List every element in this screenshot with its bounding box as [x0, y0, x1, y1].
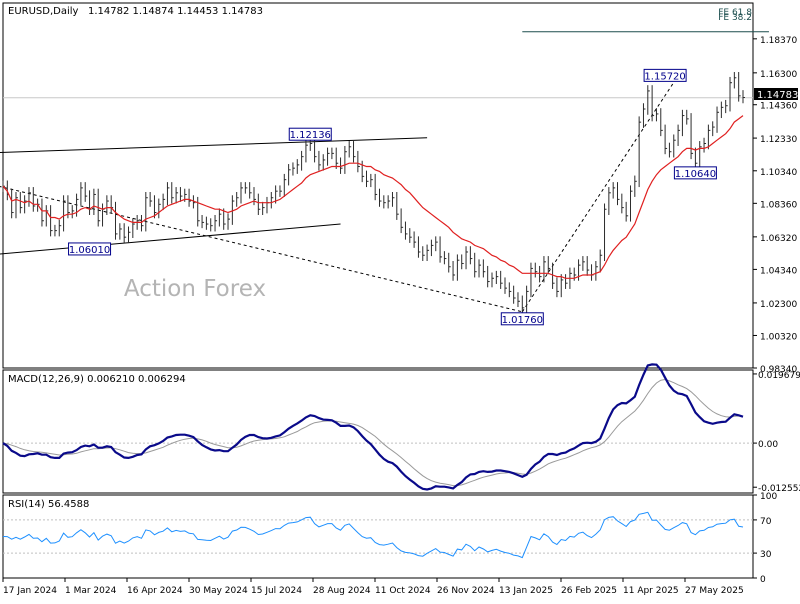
macd-y-tick-label: -0.012552 — [758, 484, 800, 494]
price-y-tick-label: 1.12330 — [760, 135, 797, 145]
watermark: Action Forex — [124, 276, 266, 302]
axis-labels: 1.18370 1.16300 1.14360 1.12330 1.10340 1.083… — [2, 36, 800, 596]
x-tick-label: 17 Jan 2024 — [3, 586, 57, 596]
x-tick-label: 27 May 2025 — [685, 586, 744, 596]
price-annotation-label: 1.12136 — [290, 130, 331, 141]
macd-y-tick-label: 0.00 — [758, 440, 778, 450]
price-annotation-box — [68, 242, 112, 256]
trendline-1 — [0, 137, 428, 154]
last-price-label: 1.14783 — [757, 90, 798, 101]
price-y-tick-label: 1.02300 — [760, 300, 797, 310]
x-tick-label: 11 Oct 2024 — [375, 586, 431, 596]
price-annotation-label: 1.10640 — [675, 169, 716, 180]
fe-label-61-8: FE 61.8 — [718, 8, 752, 18]
trendline-2 — [0, 223, 341, 255]
price-annotation-label: 1.06010 — [69, 245, 110, 256]
x-tick-label: 28 Aug 2024 — [313, 586, 371, 596]
moving-average-line — [2, 115, 744, 279]
macd-line — [2, 363, 744, 491]
macd-plot — [2, 363, 753, 491]
price-annotation-label: 1.15720 — [644, 71, 685, 82]
price-annotation-box — [500, 312, 544, 326]
x-tick-label: 13 Jan 2025 — [499, 586, 553, 596]
rsi-title: RSI(14) 56.4588 — [8, 499, 89, 510]
price-y-tick-label: 1.00320 — [760, 332, 797, 342]
price-annotation-box — [673, 166, 717, 180]
price-y-tick-label: 0.98340 — [760, 365, 797, 375]
rsi-y-tick-label: 0 — [760, 575, 766, 585]
x-tick-label: 16 Apr 2024 — [127, 586, 183, 596]
price-y-tick-label: 1.08360 — [760, 200, 797, 210]
fe-label-38-2: FE 38.2 — [718, 13, 752, 23]
price-chart-title: EURUSD,Daily — [8, 6, 79, 17]
price-ohlc-values: 1.14782 1.14874 1.14453 1.14783 — [88, 6, 263, 17]
price-panel — [2, 2, 754, 369]
rsi-y-tick-label: 100 — [760, 492, 777, 502]
x-tick-label: 11 Apr 2025 — [623, 586, 679, 596]
price-y-tick-label: 1.16300 — [760, 70, 797, 80]
price-annotation-label: 1.01760 — [502, 315, 543, 326]
price-y-tick-label: 1.10340 — [760, 168, 797, 178]
trendline-4 — [521, 82, 675, 313]
x-tick-label: 1 Mar 2024 — [65, 586, 117, 596]
macd-y-tick-label: 0.019679 — [758, 371, 800, 381]
macd-signal-line — [2, 378, 743, 487]
macd-panel — [2, 369, 754, 494]
x-tick-label: 30 May 2024 — [189, 586, 248, 596]
rsi-line — [2, 511, 744, 559]
rsi-y-tick-label: 30 — [760, 550, 772, 560]
price-y-tick-label: 1.04340 — [760, 266, 797, 276]
price-y-tick-label: 1.06320 — [760, 234, 797, 244]
x-tick-label: 26 Nov 2024 — [437, 586, 495, 596]
price-y-tick-label: 1.18370 — [760, 36, 797, 46]
last-price-tag — [754, 88, 798, 100]
rsi-y-tick-label: 70 — [760, 517, 772, 527]
rsi-panel — [2, 494, 754, 579]
price-y-tick-label: 1.14360 — [760, 102, 797, 112]
x-tick-label: 15 Jul 2024 — [251, 586, 302, 596]
price-plot: 1.06010 1.12136 1.01760 1.15720 1.10640 — [0, 31, 769, 326]
price-annotation-box — [643, 68, 687, 82]
macd-title: MACD(12,26,9) 0.006210 0.006294 — [8, 374, 186, 385]
price-annotation-box — [288, 127, 332, 141]
rsi-plot — [2, 511, 753, 559]
x-tick-label: 26 Feb 2025 — [561, 586, 617, 596]
